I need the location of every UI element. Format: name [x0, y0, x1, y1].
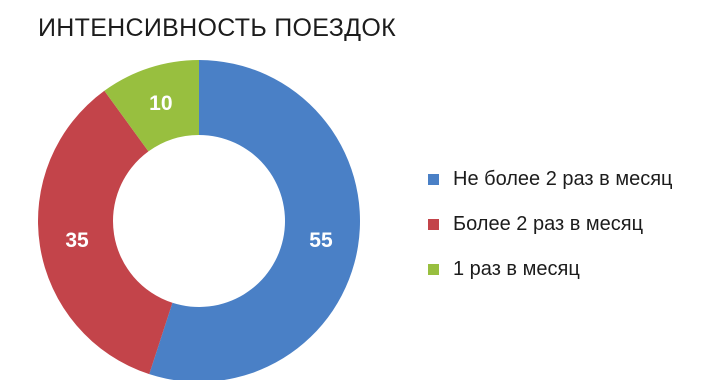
legend-label: Более 2 раз в месяц: [453, 212, 644, 235]
legend-label: Не более 2 раз в месяц: [453, 167, 673, 190]
data-label-2: 35: [65, 229, 89, 252]
legend-swatch: [428, 218, 439, 230]
data-label-1: 55: [309, 229, 333, 252]
donut-slices: [38, 60, 360, 380]
legend-swatch: [428, 263, 439, 275]
data-label-3: 10: [149, 92, 172, 115]
legend-item-2[interactable]: Более 2 раз в месяц: [428, 213, 673, 235]
chart-title: ИНТЕНСИВНОСТЬ ПОЕЗДОК: [38, 14, 396, 42]
legend-item-3[interactable]: 1 раз в месяц: [428, 258, 673, 280]
chart-legend: Не более 2 раз в месяц Более 2 раз в мес…: [428, 168, 673, 303]
legend-swatch: [428, 173, 439, 185]
legend-label: 1 раз в месяц: [453, 257, 580, 280]
donut-data-labels: 55 35 10: [65, 92, 333, 252]
donut-slice-1[interactable]: [149, 60, 360, 380]
legend-item-1[interactable]: Не более 2 раз в месяц: [428, 168, 673, 190]
donut-slice-3[interactable]: [104, 60, 199, 152]
donut-slice-2[interactable]: [38, 90, 173, 375]
